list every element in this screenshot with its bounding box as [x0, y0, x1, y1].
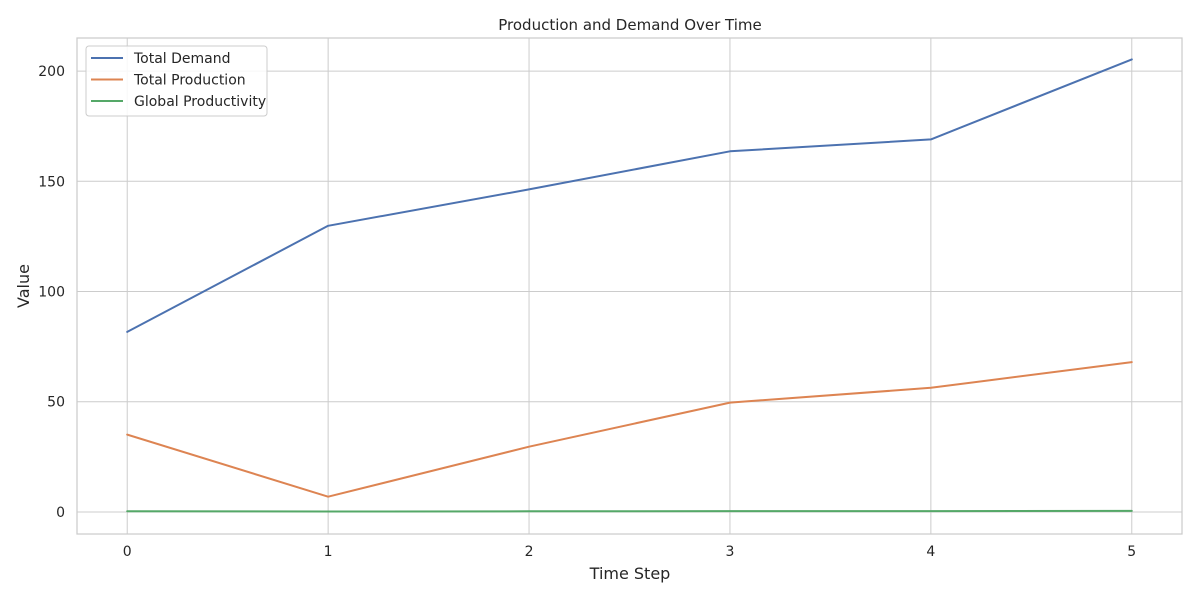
series-lines — [126, 58, 1133, 513]
x-tick-label: 2 — [525, 544, 534, 560]
legend-label-total-demand: Total Demand — [133, 51, 231, 67]
y-tick-label: 0 — [56, 505, 65, 521]
y-tick-label: 100 — [38, 285, 65, 301]
y-tick-label: 50 — [47, 395, 65, 411]
y-axis-label: Value — [14, 264, 33, 308]
legend-label-total-production: Total Production — [133, 73, 246, 89]
x-axis-ticks: 0 1 2 3 4 5 — [123, 544, 1136, 560]
series-line-total-production — [126, 361, 1133, 498]
series-line-total-demand — [126, 58, 1133, 333]
x-tick-label: 3 — [725, 544, 734, 560]
x-tick-label: 1 — [324, 544, 333, 560]
y-tick-label: 150 — [38, 174, 65, 190]
legend-box — [85, 45, 268, 117]
x-tick-label: 4 — [926, 544, 935, 560]
x-tick-label: 5 — [1127, 544, 1136, 560]
x-tick-label: 0 — [123, 544, 132, 560]
legend-label-global-productivity: Global Productivity — [134, 94, 266, 110]
plot-frame — [76, 37, 1183, 535]
x-axis-label: Time Step — [589, 564, 671, 583]
y-tick-label: 200 — [38, 64, 65, 80]
y-axis-ticks: 0 50 100 150 200 — [38, 64, 65, 521]
series-line-global-productivity — [126, 509, 1133, 513]
chart-title: Production and Demand Over Time — [498, 16, 762, 34]
legend: Total Demand Total Production Global Produ… — [85, 45, 268, 117]
